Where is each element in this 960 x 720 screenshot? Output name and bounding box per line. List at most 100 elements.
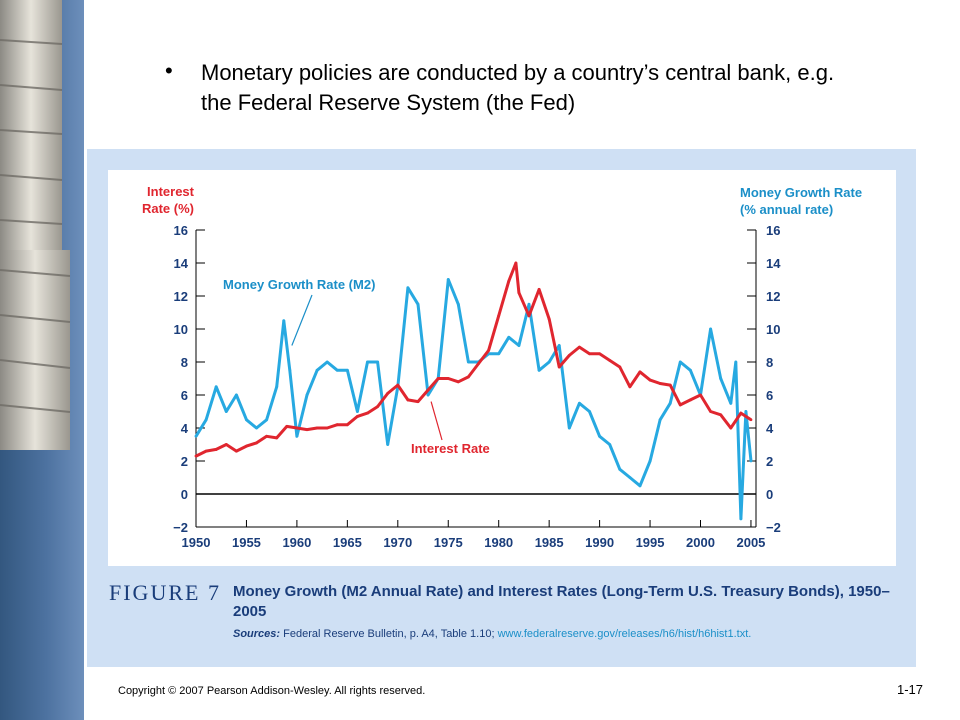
money-growth-line-point — [618, 467, 622, 471]
money-growth-line-point — [204, 418, 208, 422]
money-growth-line-point — [648, 459, 652, 463]
interest-rate-line-point — [224, 443, 228, 446]
bullet-text: Monetary policies are conducted by a cou… — [201, 60, 835, 115]
right-y-tick-label: 6 — [766, 388, 773, 403]
right-y-tick-label: 16 — [766, 223, 780, 238]
interest-rate-line-point — [567, 354, 571, 357]
sources-text: Federal Reserve Bulletin, p. A4, Table 1… — [283, 628, 495, 640]
money-growth-line-point — [288, 368, 292, 372]
money-growth-line-point — [467, 360, 470, 364]
annotation-money-growth-arrow — [291, 294, 313, 346]
money-growth-line-point — [689, 368, 692, 372]
interest-rate-line-point — [295, 426, 299, 430]
annotation-money-growth: Money Growth Rate (M2) — [223, 277, 375, 292]
interest-rate-line-point — [527, 314, 531, 318]
interest-rate-line-point — [709, 410, 712, 413]
money-growth-line-point — [527, 302, 531, 306]
interest-rate-line-point — [648, 378, 652, 382]
interest-rate-line-point — [396, 383, 400, 387]
right-y-tick-label: 4 — [766, 421, 774, 436]
interest-rate-line-point — [517, 291, 521, 295]
x-tick-label: 1985 — [535, 535, 564, 550]
interest-rate-line-point — [487, 349, 491, 352]
money-growth-line-point — [588, 410, 591, 413]
interest-rate-line-point — [497, 314, 501, 318]
interest-rate-line-point — [514, 261, 518, 265]
money-growth-line-point — [345, 368, 349, 372]
x-tick-label: 1950 — [182, 535, 211, 550]
figure-sources: Sources: Federal Reserve Bulletin, p. A4… — [233, 628, 893, 640]
right-y-tick-label: 2 — [766, 454, 773, 469]
left-y-tick-label: 4 — [181, 421, 189, 436]
interest-rate-line-point — [618, 365, 622, 369]
interest-rate-line-point — [285, 424, 289, 428]
money-growth-line-point — [744, 410, 748, 413]
interest-rate-line-point — [547, 317, 551, 321]
money-growth-line-point — [739, 517, 743, 521]
x-tick-label: 1960 — [282, 535, 311, 550]
interest-rate-line-point — [436, 377, 440, 380]
money-growth-line-point — [315, 368, 319, 372]
figure-label: FIGURE 7 — [109, 580, 221, 605]
left-y-tick-label: 16 — [174, 223, 188, 238]
money-growth-line-point — [325, 360, 329, 364]
money-growth-line-point — [446, 278, 450, 281]
interest-rate-line-point — [729, 426, 733, 430]
money-growth-line-point — [224, 410, 228, 413]
money-growth-line-point — [678, 360, 682, 364]
interest-rate-line-point — [366, 411, 369, 415]
x-tick-label: 1995 — [636, 535, 665, 550]
money-growth-line-point — [578, 401, 581, 405]
money-growth-line — [194, 278, 753, 521]
money-growth-line-point — [386, 443, 390, 446]
money-growth-line-point — [366, 360, 369, 364]
interest-rate-line-point — [204, 449, 208, 453]
interest-rate-line-point — [467, 375, 470, 379]
interest-rate-line-point — [628, 385, 632, 389]
x-tick-label: 1990 — [585, 535, 614, 550]
x-tick-label: 2005 — [736, 535, 765, 550]
money-growth-line-point — [567, 426, 571, 430]
interest-rate-line-point — [699, 393, 702, 397]
left-y-tick-label: 0 — [181, 487, 188, 502]
x-tick-label: 2000 — [686, 535, 715, 550]
interest-rate-line-point — [335, 423, 339, 427]
interest-rate-line-point — [325, 426, 329, 430]
money-growth-line-point — [234, 393, 238, 397]
interest-rate-line-point — [588, 352, 591, 356]
interest-rate-line-point — [345, 423, 349, 427]
interest-rate-line-point — [194, 454, 198, 458]
money-growth-line-point — [537, 368, 541, 372]
chart-box — [108, 170, 896, 566]
interest-rate-line-point — [668, 383, 672, 387]
money-growth-line-point — [709, 327, 712, 331]
interest-rate-line-point — [658, 382, 662, 385]
money-growth-line-point — [194, 434, 198, 438]
right-y-tick-label: 10 — [766, 322, 780, 337]
interest-rate-line-point — [638, 370, 642, 374]
money-growth-line-point — [517, 344, 521, 347]
money-growth-line-point — [265, 418, 269, 422]
money-growth-line-point — [608, 443, 612, 446]
interest-rate-line-point — [608, 358, 612, 362]
interest-rate-line-point — [578, 345, 581, 349]
right-axis-title: (% annual rate) — [740, 202, 833, 217]
money-growth-line-point — [719, 377, 723, 380]
money-growth-line-point — [668, 401, 672, 405]
sources-link[interactable]: www.federalreserve.gov/releases/h6/hist/… — [497, 628, 752, 640]
left-y-tick-label: 10 — [174, 322, 188, 337]
interest-rate-line-point — [749, 418, 753, 422]
money-growth-line-point — [638, 484, 642, 488]
money-growth-line-point — [406, 286, 410, 290]
interest-rate-line-point — [507, 279, 511, 283]
money-growth-line-point — [497, 352, 501, 356]
interest-rate-line-point — [537, 288, 541, 291]
left-axis-title: Rate (%) — [142, 201, 194, 216]
interest-rate-line-point — [678, 403, 682, 407]
money-growth-line-point — [416, 302, 420, 306]
left-y-tick-label: 2 — [181, 454, 188, 469]
coin-stack-image — [0, 0, 71, 450]
annotation-interest-rate: Interest Rate — [411, 441, 490, 456]
money-growth-line-point — [282, 319, 286, 323]
